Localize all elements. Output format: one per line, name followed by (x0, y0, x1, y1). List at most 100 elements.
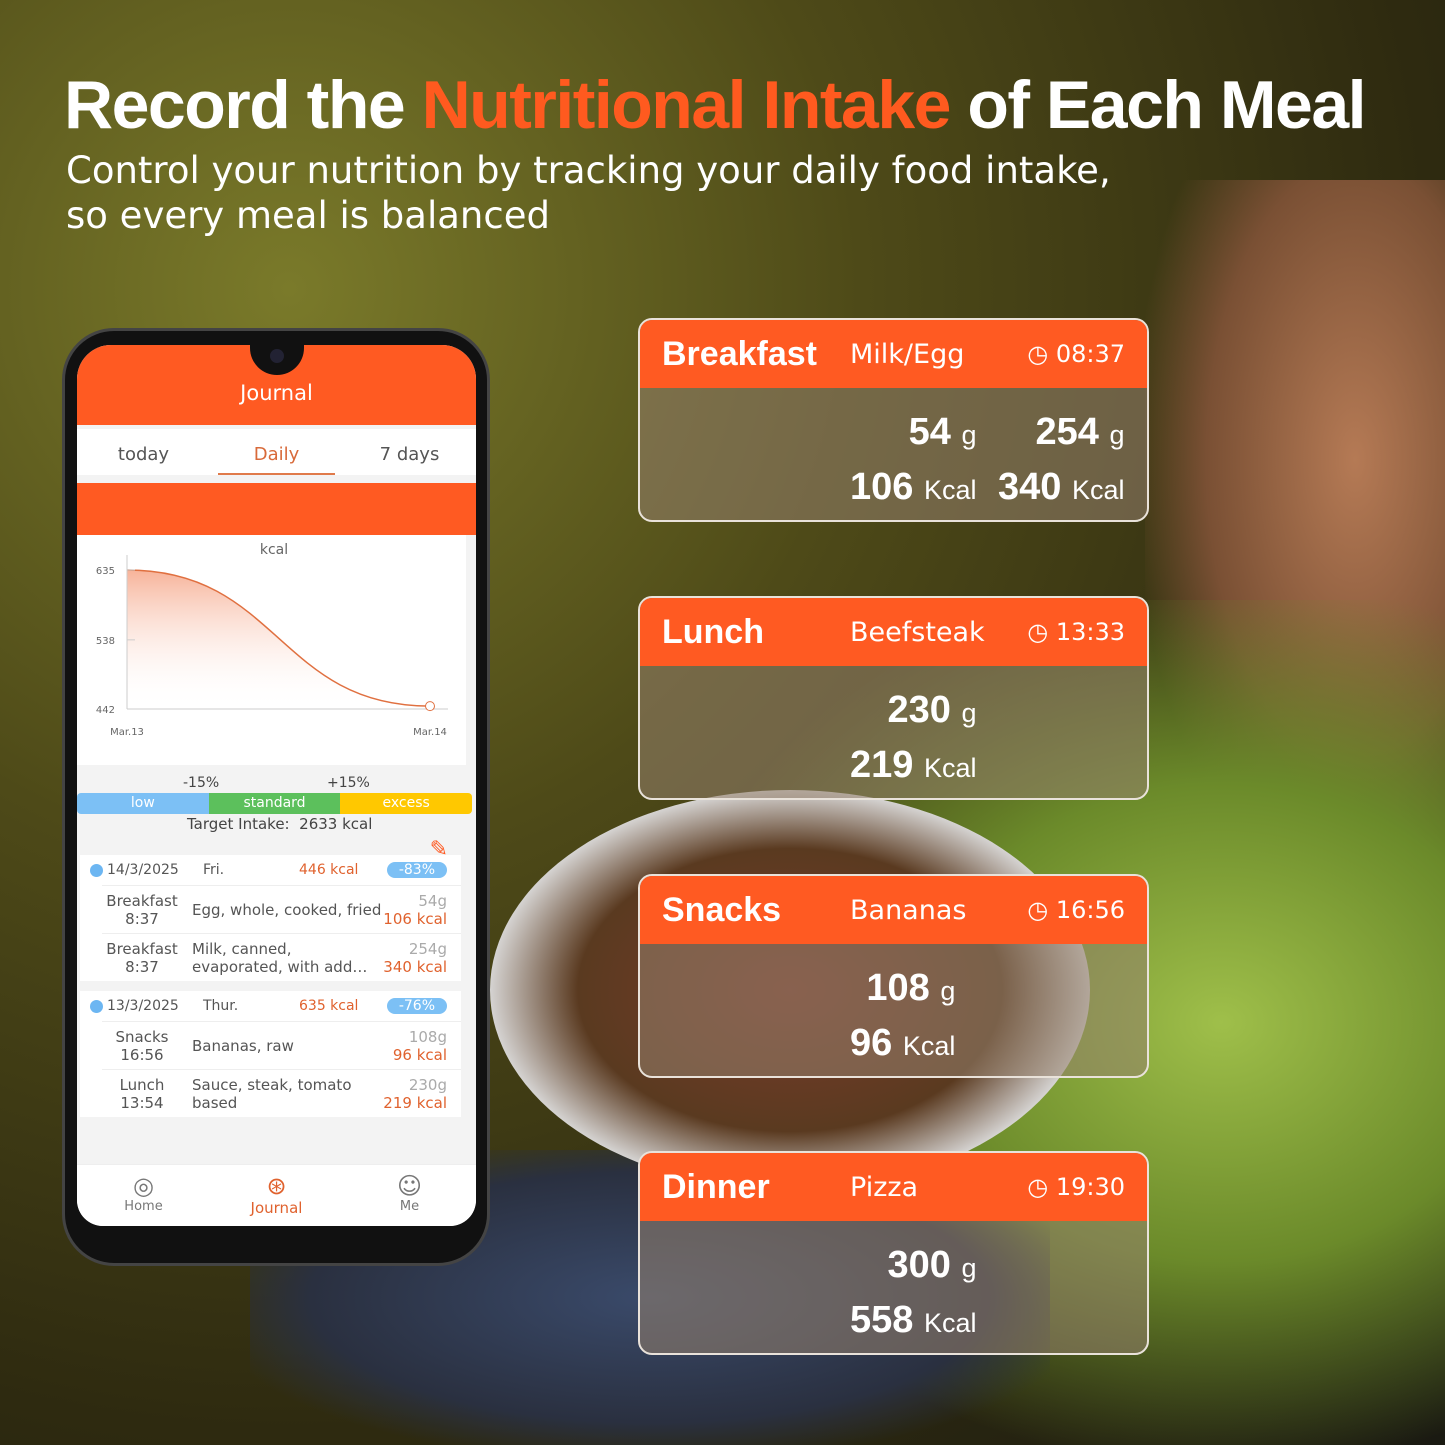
entry-time: 8:37 (125, 909, 159, 928)
clock-icon: ◷ (1027, 618, 1049, 646)
day-weekday: Thur. (203, 998, 239, 1014)
y-tick-label: 635 (96, 566, 115, 577)
card-kcal: 340 (998, 466, 1062, 508)
card-values: 254 g 340 Kcal (998, 411, 1125, 508)
meal-entry[interactable]: Breakfast 8:37 Milk, canned, evaporated, … (102, 933, 461, 981)
meal-entry[interactable]: Lunch 13:54 Sauce, steak, tomato based 23… (102, 1069, 461, 1117)
day-group: 14/3/2025 Fri. 446 kcal -83% Breakfast 8:… (80, 855, 461, 981)
nav-home[interactable]: ◎ Home (77, 1165, 210, 1226)
low-segment: low (77, 793, 209, 814)
card-values: 108 g 96 Kcal (850, 967, 956, 1064)
day-dot-icon (90, 863, 103, 877)
tab-bar: today Daily 7 days (77, 429, 476, 475)
day-kcal: 635 kcal (299, 998, 359, 1014)
card-values: 300 g 558 Kcal (850, 1244, 977, 1341)
card-meal: Breakfast (662, 334, 817, 373)
entry-meal: Lunch (119, 1075, 165, 1094)
orange-banner (77, 483, 476, 535)
x-tick-label: Mar.13 (110, 727, 144, 738)
entry-food: Egg, whole, cooked, fried (192, 900, 382, 919)
card-food: Bananas (850, 894, 967, 926)
day-percent-badge: -76% (386, 998, 447, 1014)
card-kcal: 106 (850, 466, 914, 508)
entry-grams: 54g (418, 891, 447, 910)
subtitle: Control your nutrition by tracking your … (66, 149, 1111, 237)
y-tick-label: 442 (96, 705, 115, 716)
entry-meal: Breakfast (106, 939, 178, 958)
entry-food: Sauce, steak, tomato based (192, 1075, 352, 1112)
entry-grams: 230g (408, 1075, 447, 1094)
day-weekday: Fri. (203, 862, 225, 878)
entry-food: Bananas, raw (192, 1036, 294, 1055)
card-food: Milk/Egg (850, 338, 965, 370)
nav-journal[interactable]: ⊛ Journal (210, 1165, 343, 1226)
card-time: 19:30 (1055, 1173, 1125, 1201)
card-food: Pizza (850, 1171, 919, 1203)
nav-me[interactable]: ☺ Me (343, 1165, 476, 1226)
card-grams: 300 (887, 1244, 951, 1286)
entry-kcal: 219 kcal (383, 1093, 447, 1112)
card-values: 54 g 106 Kcal (850, 411, 977, 508)
home-icon: ◎ (133, 1172, 154, 1200)
bottom-nav: ◎ Home ⊛ Journal ☺ Me (77, 1164, 476, 1226)
card-food: Beefsteak (850, 616, 985, 648)
entry-time: 13:54 (120, 1093, 164, 1112)
meal-entry[interactable]: Snacks 16:56 Bananas, raw 108g 96 kcal (102, 1021, 461, 1069)
chart-line (126, 569, 431, 707)
day-date: 13/3/2025 (107, 998, 179, 1014)
entry-food: Milk, canned, evaporated, with add… (192, 939, 368, 976)
card-grams: 230 (887, 689, 951, 731)
tab-daily[interactable]: Daily (210, 440, 343, 475)
phone-screen: Journal today Daily 7 days kcal 635 538 442… (77, 345, 476, 1226)
edit-pencil-icon[interactable]: ✎ (429, 837, 448, 862)
chart-title: kcal (260, 542, 288, 558)
day-date: 14/3/2025 (107, 862, 179, 878)
minus-label: -15% (183, 775, 220, 791)
card-kcal: 96 (850, 1022, 893, 1064)
standard-segment: standard (208, 793, 341, 814)
card-values: 230 g 219 Kcal (850, 689, 977, 786)
card-time: 08:37 (1055, 340, 1125, 368)
day-header[interactable]: 14/3/2025 Fri. 446 kcal -83% (80, 855, 461, 885)
day-percent-badge: -83% (386, 862, 447, 878)
entry-meal: Snacks (115, 1027, 169, 1046)
chart-area (127, 570, 430, 709)
plus-label: +15% (327, 775, 370, 791)
entry-meal: Breakfast (106, 891, 178, 910)
entry-kcal: 106 kcal (383, 909, 447, 928)
user-icon: ☺ (396, 1172, 423, 1200)
card-time: 16:56 (1055, 896, 1125, 924)
meal-card: Breakfast Milk/Egg ◷ 08:37 54 g 106 Kcal… (638, 318, 1149, 522)
target-value: 2633 kcal (299, 815, 373, 833)
entry-time: 8:37 (125, 957, 159, 976)
card-grams: 108 (866, 967, 930, 1009)
meal-card: Snacks Bananas ◷ 16:56 108 g 96 Kcal (638, 874, 1149, 1078)
entry-kcal: 96 kcal (392, 1045, 447, 1064)
clock-icon: ◷ (1027, 340, 1049, 368)
entry-time: 16:56 (120, 1045, 164, 1064)
intake-scale: -15% +15% low standard excess Target Int… (77, 765, 476, 862)
app-title: Journal (77, 345, 476, 425)
camera-icon (270, 349, 284, 363)
excess-segment: excess (340, 793, 472, 814)
clock-icon: ◷ (1027, 1173, 1049, 1201)
data-point (425, 701, 435, 712)
headline: Record the Nutritional Intake of Each Me… (64, 67, 1367, 143)
day-kcal: 446 kcal (299, 862, 359, 878)
card-time: 13:33 (1055, 618, 1125, 646)
x-tick-label: Mar.14 (413, 727, 447, 738)
entry-kcal: 340 kcal (383, 957, 447, 976)
tab-today[interactable]: today (117, 443, 170, 465)
day-group: 13/3/2025 Thur. 635 kcal -76% Snacks 16:5… (80, 991, 461, 1117)
card-meal: Dinner (662, 1167, 770, 1206)
entry-grams: 108g (408, 1027, 447, 1046)
tab-7-days[interactable]: 7 days (379, 443, 440, 465)
day-dot-icon (90, 999, 103, 1013)
target-label: Target Intake: (187, 815, 290, 833)
intake-bar: low standard excess (77, 793, 472, 814)
card-meal: Snacks (662, 890, 782, 929)
day-header[interactable]: 13/3/2025 Thur. 635 kcal -76% (80, 991, 461, 1021)
journal-icon: ⊛ (266, 1172, 287, 1200)
entry-grams: 254g (408, 939, 447, 958)
meal-entry[interactable]: Breakfast 8:37 Egg, whole, cooked, fried … (102, 885, 461, 933)
